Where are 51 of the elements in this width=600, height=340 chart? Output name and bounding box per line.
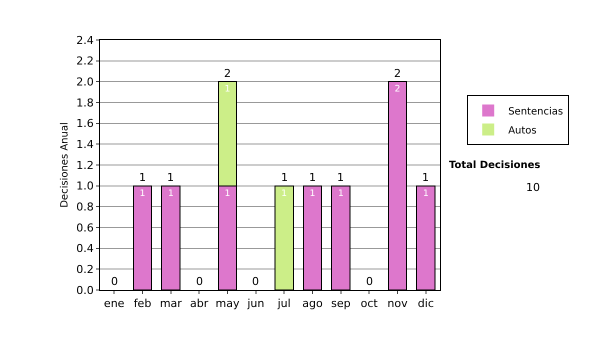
y-tick-label: 2.2 — [76, 54, 94, 68]
y-tick-label: 2.0 — [76, 76, 94, 89]
y-tick-label: 0.8 — [76, 200, 94, 214]
y-tick-label: 1.0 — [76, 180, 94, 193]
x-tick-label: ago — [302, 297, 323, 310]
y-tick-label: 1.4 — [76, 138, 94, 152]
y-tick-label: 1.2 — [76, 158, 94, 172]
x-tick-label: jun — [246, 297, 264, 310]
total-label: 1 — [167, 171, 174, 184]
data-label: 2 — [394, 84, 400, 95]
data-label: 1 — [224, 188, 230, 199]
x-tick-label: mar — [160, 297, 182, 310]
y-tick-label: 1.8 — [76, 96, 94, 110]
total-label: 0 — [111, 275, 118, 288]
data-label: 1 — [224, 84, 230, 95]
x-tick-label: dic — [418, 297, 434, 310]
total-label: 0 — [196, 275, 203, 288]
data-label: 1 — [338, 188, 344, 199]
x-tick-label: feb — [134, 297, 152, 310]
y-axis-title: Decisiones Anual — [59, 122, 70, 208]
total-label: 1 — [422, 171, 429, 184]
total-label: 2 — [394, 67, 401, 80]
x-tick-label: nov — [387, 297, 408, 310]
total-label: 0 — [366, 275, 373, 288]
text: 10 — [526, 181, 540, 194]
x-tick-label: oct — [360, 297, 378, 310]
legend-label: Sentencias — [508, 106, 564, 118]
y-tick-label: 1.6 — [76, 117, 94, 130]
x-tick-label: may — [216, 297, 240, 310]
total-label: 1 — [337, 171, 344, 184]
y-tick-label: 2.4 — [76, 34, 94, 47]
data-label: 1 — [422, 188, 429, 199]
x-tick-label: abr — [190, 297, 209, 310]
data-label: 1 — [310, 188, 316, 199]
data-label: 1 — [140, 188, 146, 199]
data-label: 1 — [168, 188, 174, 199]
y-tick-label: 0.0 — [76, 284, 94, 297]
total-label: 2 — [224, 67, 231, 80]
y-tick-label: 0.2 — [76, 263, 94, 276]
data-label: 1 — [281, 188, 288, 199]
x-tick-label: sep — [331, 297, 351, 310]
total-label: 1 — [309, 171, 316, 184]
total-label: 1 — [281, 171, 288, 184]
total-label: 0 — [252, 275, 259, 288]
x-tick-label: jul — [276, 297, 291, 310]
text: Total Decisiones — [449, 160, 540, 171]
y-tick-label: 0.6 — [76, 221, 94, 234]
y-tick-label: 0.4 — [76, 242, 94, 256]
x-tick-label: ene — [104, 297, 125, 310]
total-label: 1 — [139, 171, 146, 184]
legend-label: Autos — [508, 125, 537, 136]
